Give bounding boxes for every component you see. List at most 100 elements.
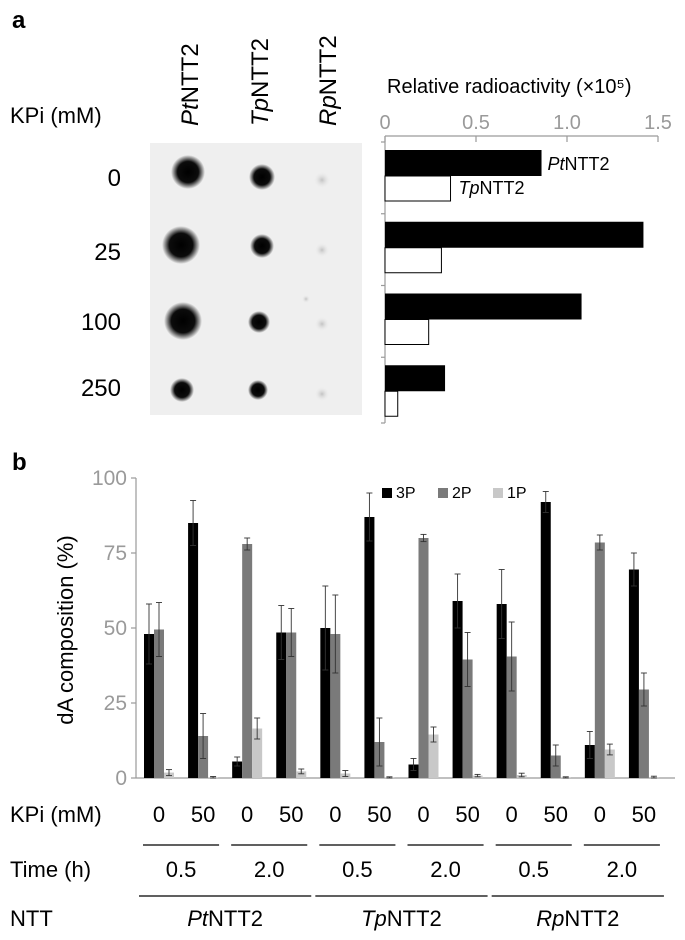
time-value: 2.0 — [430, 857, 461, 882]
blot-spot — [248, 311, 270, 333]
kpi-row-label: KPi (mM) — [10, 802, 102, 827]
legend-swatch-1p — [493, 488, 503, 498]
time-value: 0.5 — [166, 857, 197, 882]
bar-1p — [296, 771, 307, 778]
blot-spot — [248, 380, 268, 400]
row-label-250: 250 — [81, 375, 121, 402]
bar-2p — [638, 689, 649, 778]
bar-3p — [144, 634, 154, 778]
row-label-100: 100 — [81, 309, 121, 336]
panel-a-label: a — [12, 7, 26, 34]
kpi-value: 0 — [417, 802, 429, 827]
blot-spot — [302, 295, 310, 303]
bar-2p — [594, 542, 605, 778]
series-label-tpntt2: TpNTT2 — [459, 178, 525, 198]
composition-bars — [144, 491, 659, 779]
legend-swatch-2p — [438, 488, 448, 498]
bar-3p — [232, 761, 243, 778]
kpi-value: 0 — [329, 802, 341, 827]
bar-tpntt2 — [384, 390, 399, 417]
time-row-label: Time (h) — [10, 857, 91, 882]
bar-2p — [154, 629, 164, 778]
ntt-group-label: TpNTT2 — [361, 906, 442, 931]
kpi-value: 50 — [544, 802, 568, 827]
dot-blot-image — [150, 143, 362, 415]
blot-spot — [170, 378, 194, 402]
bar-ptntt2 — [385, 293, 582, 320]
bar-2p — [330, 634, 341, 778]
time-value: 2.0 — [254, 857, 285, 882]
kpi-row-header: KPi (mM) — [10, 103, 102, 128]
radioactivity-bars: PtNTT2 TpNTT2 — [384, 150, 644, 417]
y-tick-label: 25 — [104, 692, 127, 715]
y-tick-label: 75 — [104, 542, 127, 565]
ntt-group-label: RpNTT2 — [536, 906, 619, 931]
bar-2p — [418, 538, 429, 778]
blot-row-labels: 0 25 100 250 — [81, 165, 121, 402]
composition-legend: 3P 2P 1P — [382, 485, 527, 502]
bar-tpntt2 — [384, 247, 442, 274]
bar-ptntt2 — [385, 221, 644, 248]
legend-swatch-3p — [382, 488, 392, 498]
kpi-value: 50 — [191, 802, 215, 827]
bar-2p — [506, 656, 517, 778]
blot-spot — [250, 234, 274, 258]
bar-3p — [584, 745, 595, 778]
bar-2p — [286, 632, 297, 778]
bar-2p — [242, 544, 253, 778]
radioactivity-chart: Relative radioactivity (×10⁵) 0 0.5 1.0 1.5… — [379, 76, 672, 424]
kpi-value: 50 — [279, 802, 303, 827]
bar-3p — [276, 632, 287, 778]
time-value: 0.5 — [342, 857, 373, 882]
bar-3p — [496, 604, 507, 778]
column-header-rp: RpNTT2 — [315, 35, 342, 126]
blot-spot — [162, 226, 200, 264]
kpi-value: 0 — [241, 802, 253, 827]
kpi-value: 50 — [632, 802, 656, 827]
bar-3p — [364, 517, 375, 778]
bar-3p — [320, 628, 331, 778]
blot-spot — [315, 387, 329, 401]
kpi-value: 50 — [367, 802, 391, 827]
blot-spot — [171, 155, 205, 189]
y-tick-label: 50 — [104, 617, 127, 640]
blot-spot — [249, 164, 275, 190]
bar-3p — [452, 601, 463, 778]
kpi-value: 0 — [506, 802, 518, 827]
column-header-pt: PtNTT2 — [177, 43, 204, 126]
x-tick-label: 1.5 — [644, 112, 672, 134]
bar-ptntt2 — [385, 150, 542, 176]
composition-axes: 0 25 50 75 100 — [92, 467, 675, 790]
y-tick-label: 0 — [115, 767, 127, 790]
kpi-value: 0 — [153, 802, 165, 827]
bar-1p — [252, 728, 263, 778]
y-tick-label: 100 — [92, 467, 127, 490]
row-label-0: 0 — [108, 165, 121, 192]
blot-spot — [315, 243, 329, 257]
kpi-value: 0 — [594, 802, 606, 827]
bar-tpntt2 — [384, 319, 430, 345]
bar-3p — [188, 523, 199, 778]
x-tick-label: 0 — [379, 112, 390, 134]
legend-label-3p: 3P — [396, 485, 416, 502]
bar-2p — [462, 659, 473, 778]
kpi-value: 50 — [455, 802, 479, 827]
bar-1p — [604, 749, 615, 778]
x-tick-label: 0.5 — [462, 112, 490, 134]
time-value: 0.5 — [518, 857, 549, 882]
bar-ptntt2 — [385, 365, 446, 392]
row-label-25: 25 — [94, 239, 121, 266]
ntt-group-label: PtNTT2 — [187, 906, 263, 931]
composition-chart: dA composition (%) 0 25 50 75 100 3P 2P 1P — [53, 467, 675, 790]
blot-spot — [315, 317, 329, 331]
panel-b-label: b — [12, 449, 27, 476]
composition-y-label: dA composition (%) — [53, 535, 78, 725]
legend-label-2p: 2P — [452, 485, 472, 502]
bar-3p — [540, 502, 551, 778]
composition-x-labels: KPi (mM) Time (h) NTT 0 50 0 50 0 50 0 50 0 50 0 50… — [10, 802, 664, 931]
blot-spot — [164, 302, 202, 340]
bar-3p — [408, 764, 419, 778]
series-label-ptntt2: PtNTT2 — [548, 154, 610, 174]
bar-1p — [428, 734, 439, 778]
ntt-row-label: NTT — [10, 906, 53, 931]
